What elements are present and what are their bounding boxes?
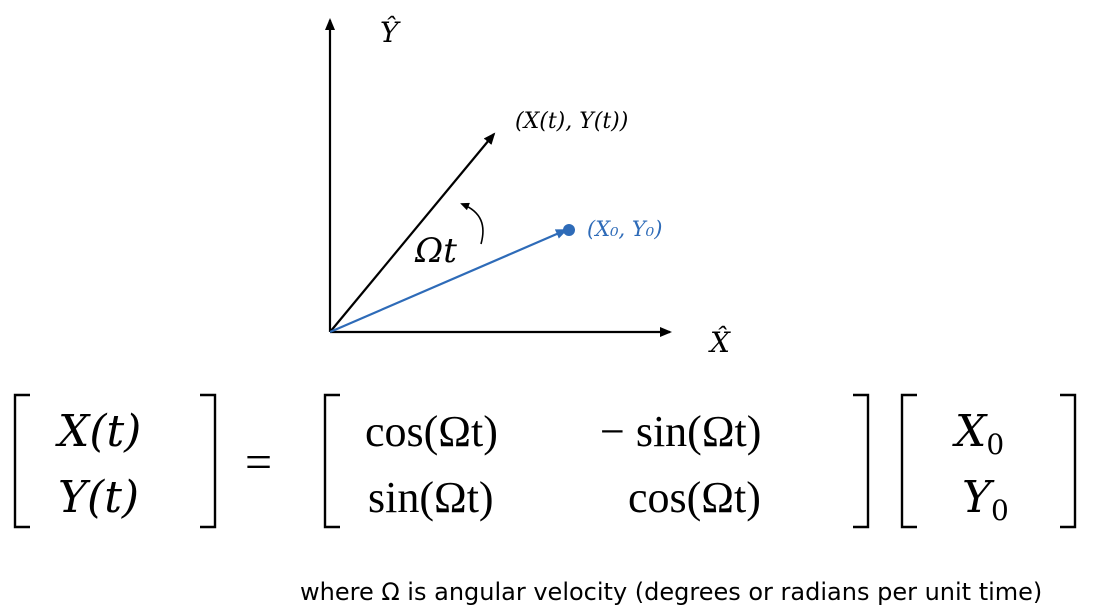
y-axis-label: Ŷ <box>380 16 401 49</box>
angle-label: Ωt <box>414 231 457 271</box>
initial-point <box>563 224 575 236</box>
caption: where Ω is angular velocity (degrees or … <box>300 578 1043 606</box>
rhs-top-base: X <box>952 406 988 457</box>
rhs-top: X0 <box>952 406 1004 461</box>
lhs-right-bracket <box>200 393 217 529</box>
rhs-bottom-subscript: 0 <box>991 494 1009 527</box>
matrix-right-bracket <box>853 393 870 529</box>
matrix-r1c1: cos(Ωt) <box>365 407 498 456</box>
rotation-arc-icon <box>460 202 484 245</box>
matrix-left-bracket <box>323 393 340 529</box>
rhs-bottom-base: Y <box>962 472 995 523</box>
rhs-left-bracket <box>900 393 917 529</box>
matrix-r2c1: sin(Ωt) <box>368 473 494 522</box>
lhs-top: X(t) <box>55 406 141 457</box>
matrix-r2c2: cos(Ωt) <box>628 473 761 522</box>
rhs-top-subscript: 0 <box>986 428 1004 461</box>
equals-sign: = <box>245 436 272 489</box>
rhs-right-bracket <box>1060 393 1077 529</box>
rhs-bottom: Y0 <box>962 472 1009 527</box>
lhs-bottom: Y(t) <box>58 472 139 523</box>
rotated-vector <box>329 132 496 333</box>
rotated-vector-label: (X(t), Y(t)) <box>515 109 628 134</box>
initial-vector-label: (X₀, Y₀) <box>587 217 662 241</box>
lhs-left-bracket <box>13 393 30 529</box>
matrix-r1c2: − sin(Ωt) <box>600 407 761 456</box>
x-axis-label: X̂ <box>708 326 731 359</box>
initial-vector <box>329 228 568 334</box>
